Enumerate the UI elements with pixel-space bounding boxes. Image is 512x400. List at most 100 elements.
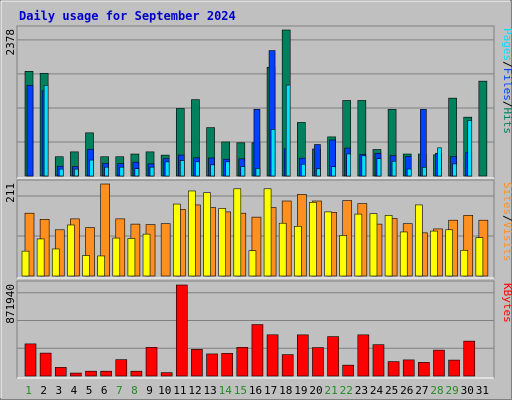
bar-kbytes-day-25: [387, 361, 400, 377]
bar-kbytes-day-24: [372, 344, 385, 377]
bar-pages-day-6: [104, 166, 109, 177]
bar-visits-day-10: [160, 223, 171, 277]
x-tick-label: 8: [131, 384, 138, 397]
series-pages: [43, 84, 473, 177]
bar-kbytes-day-9: [145, 347, 158, 377]
x-tick-label: 17: [264, 384, 277, 397]
bar-sites-day-31: [475, 237, 484, 277]
bar-pages-day-7: [119, 166, 125, 177]
legend-visits: Visits: [501, 222, 512, 262]
bar-kbytes-day-14: [221, 353, 233, 377]
bar-pages-day-24: [376, 158, 382, 177]
bar-kbytes-day-26: [402, 359, 415, 377]
bar-sites-day-2: [36, 238, 45, 277]
bar-pages-day-14: [225, 161, 230, 177]
bar-pages-day-4: [74, 168, 79, 177]
x-tick-label: 11: [173, 384, 186, 397]
bar-pages-day-29: [452, 163, 457, 177]
bar-sites-day-18: [278, 222, 287, 277]
x-tick-label: 1: [25, 384, 32, 397]
bar-pages-day-2: [43, 85, 49, 177]
bar-sites-day-27: [415, 204, 423, 277]
bar-files-day-1: [26, 85, 34, 177]
bar-sites-day-15: [233, 188, 242, 277]
bar-pages-day-23: [361, 155, 367, 177]
legend-labels: Pages/Files/Hits: [501, 28, 512, 134]
legend-pages: Pages: [501, 28, 512, 61]
bar-kbytes-day-16: [251, 324, 264, 377]
bar-pages-day-21: [331, 166, 336, 177]
bar-sites-day-29: [445, 229, 453, 277]
bar-pages-day-12: [195, 161, 200, 177]
x-tick-label: 28: [430, 384, 443, 397]
bar-pages-day-9: [149, 166, 155, 177]
bar-pages-day-19: [301, 163, 306, 177]
legend-files: Files: [501, 68, 512, 101]
bar-kbytes-day-13: [206, 353, 218, 377]
bar-kbytes-day-11: [175, 284, 188, 377]
legend-labels: KBytes: [501, 283, 512, 323]
bar-sites-day-26: [399, 231, 408, 277]
series-visits: [24, 183, 489, 277]
legend-slash: /: [501, 61, 512, 68]
bar-pages-day-16: [255, 168, 261, 177]
bar-kbytes-day-27: [418, 362, 430, 377]
x-tick-label: 15: [234, 384, 247, 397]
x-tick-label: 10: [158, 384, 171, 397]
bar-kbytes-day-2: [39, 352, 52, 377]
x-tick-label: 24: [370, 384, 384, 397]
bar-kbytes-day-28: [433, 349, 445, 377]
bar-pages-day-30: [467, 120, 473, 177]
y-max-label: 211: [4, 183, 17, 203]
bar-pages-day-10: [164, 161, 170, 177]
legend-labels: Sites/Visits: [501, 182, 512, 262]
bar-kbytes-day-20: [312, 347, 324, 377]
bar-visits-day-5: [85, 227, 95, 277]
bar-files-day-16: [253, 108, 261, 177]
bar-kbytes-day-1: [24, 343, 37, 377]
bar-kbytes-day-12: [191, 349, 203, 377]
bar-visits-day-6: [100, 183, 110, 277]
bar-sites-day-7: [112, 237, 121, 277]
bar-pages-day-26: [406, 168, 412, 177]
x-tick-label: 2: [40, 384, 47, 397]
bar-pages-day-20: [316, 168, 321, 177]
bar-kbytes-day-22: [342, 364, 355, 377]
panel-3: 871940 KBytes: [4, 280, 512, 379]
chart-title: Daily usage for September 2024: [19, 9, 236, 23]
bar-sites-day-4: [67, 224, 75, 277]
bar-kbytes-day-17: [266, 334, 279, 377]
x-tick-label: 6: [101, 384, 108, 397]
legend-kbytes: KBytes: [501, 283, 512, 323]
bar-kbytes-day-5: [85, 370, 97, 377]
bar-kbytes-day-8: [130, 370, 143, 377]
x-tick-label: 16: [249, 384, 262, 397]
x-tick-label: 25: [385, 384, 398, 397]
x-tick-label: 13: [203, 384, 216, 397]
bar-visits-day-16: [251, 216, 262, 277]
x-tick-label: 19: [294, 384, 307, 397]
series-sites: [21, 188, 484, 277]
bar-sites-day-28: [430, 230, 438, 277]
bar-visits-day-1: [24, 212, 35, 277]
x-axis-labels: 1 2 3 4 5 6 7 8 9 10 11 12 13 14 15 16 17 18 19 20 21 22 23 24 2…: [25, 384, 489, 397]
series-kbytes: [24, 284, 476, 377]
bar-sites-day-30: [460, 249, 469, 277]
x-tick-label: 7: [116, 384, 123, 397]
bar-sites-day-14: [218, 208, 226, 277]
panel-2: 211 Sites/Visits: [4, 179, 512, 279]
bar-kbytes-day-18: [281, 354, 294, 377]
bar-pages-day-25: [391, 160, 397, 177]
bar-kbytes-day-6: [100, 370, 112, 377]
x-tick-label: 26: [400, 384, 413, 397]
x-tick-label: 3: [56, 384, 63, 397]
bar-sites-day-6: [97, 255, 105, 277]
bar-pages-day-3: [58, 168, 64, 177]
bar-pages-day-28: [437, 147, 442, 177]
bar-sites-day-12: [188, 190, 196, 277]
x-tick-label: 4: [71, 384, 78, 397]
y-max-label: 871940: [4, 284, 17, 324]
bar-sites-day-1: [21, 250, 30, 277]
